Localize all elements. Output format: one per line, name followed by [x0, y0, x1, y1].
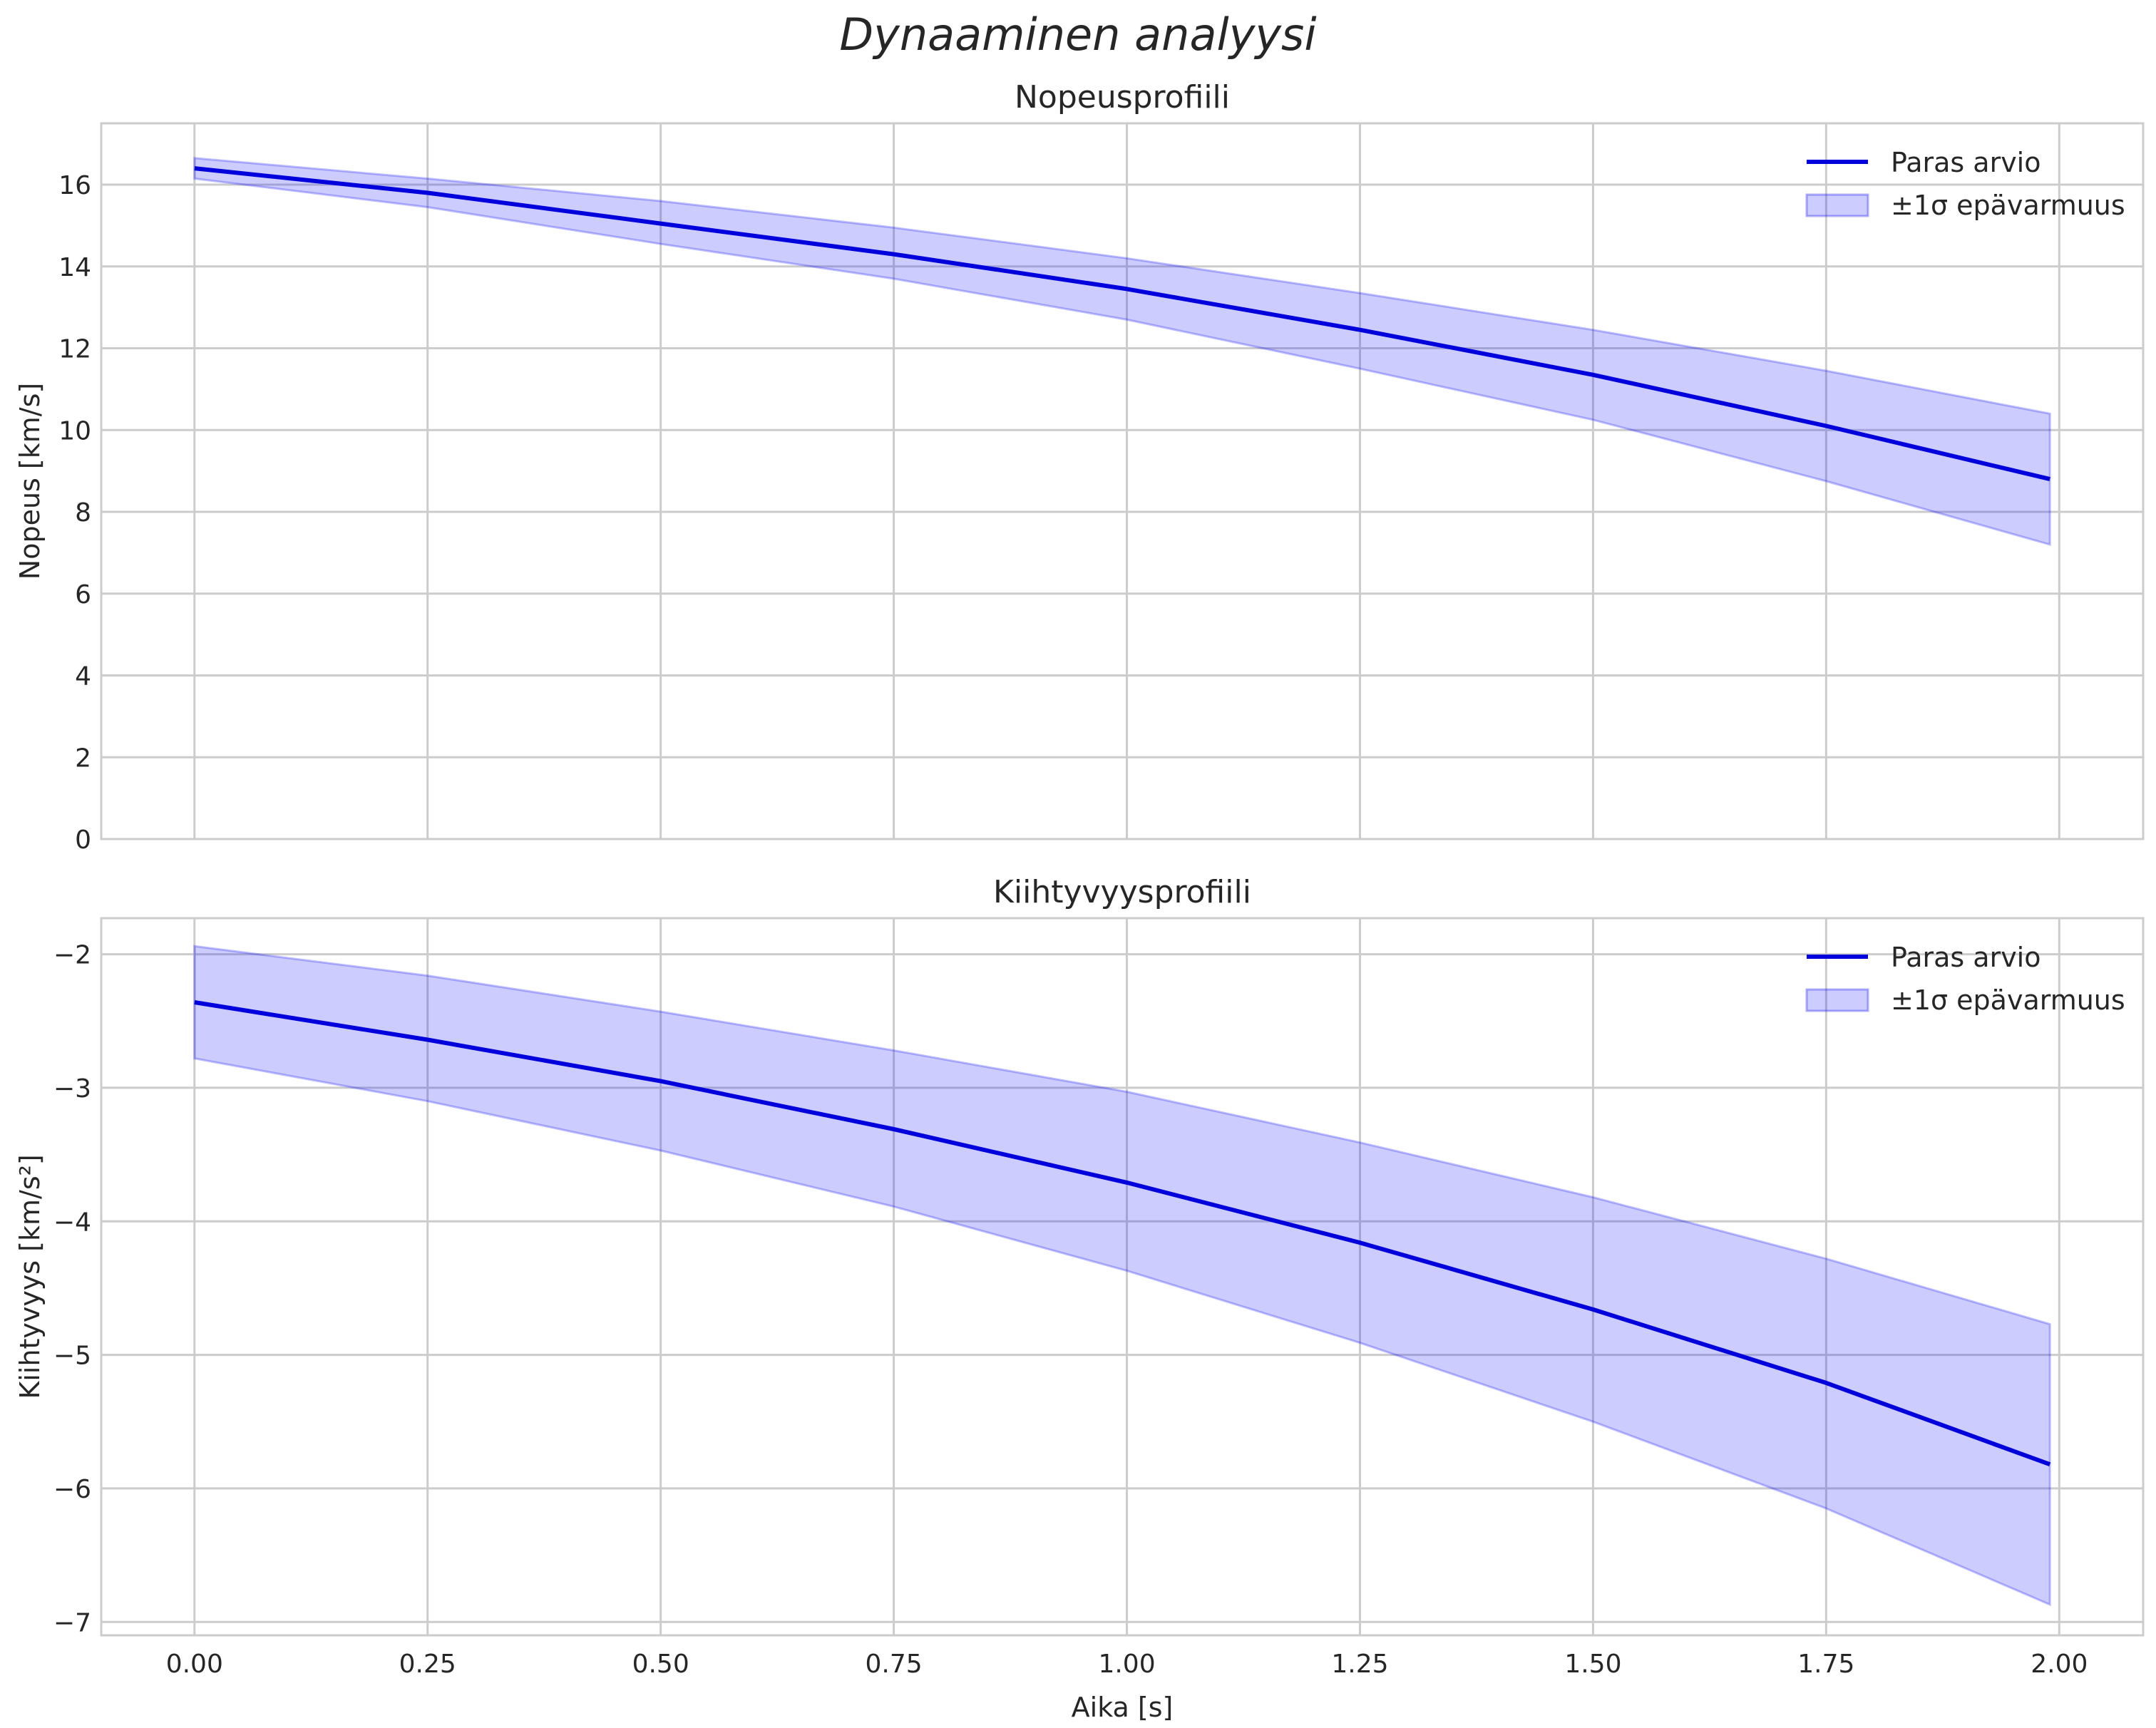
legend-label-uncertainty: ±1σ epävarmuus — [1891, 190, 2125, 221]
y-tick-label: −2 — [53, 941, 91, 970]
x-tick-label: 1.75 — [1797, 1650, 1854, 1679]
y-tick-label: −3 — [53, 1074, 91, 1104]
y-tick-label: 2 — [75, 744, 91, 773]
x-tick-label: 0.50 — [632, 1650, 689, 1679]
axes-frame — [100, 917, 2145, 1637]
y-tick-label: 12 — [58, 335, 91, 364]
y-tick-label: 4 — [75, 662, 91, 691]
y-tick-label: 6 — [75, 580, 91, 610]
legend-band-swatch — [1805, 193, 1869, 217]
panel-title: Kiihtyvyysprofiili — [993, 874, 1251, 910]
velocity-panel: 0 2 4 6 8 10 12 14 16 Nopeusprofiili Nopeus [km/s]… — [14, 79, 2145, 855]
uncertainty-band — [193, 945, 2051, 1607]
y-tick-label: 16 — [58, 171, 91, 200]
y-tick-label: −7 — [53, 1608, 91, 1637]
y-tick-label: 10 — [58, 416, 91, 446]
y-tick-label: 0 — [75, 826, 91, 855]
panel-title: Nopeusprofiili — [1015, 79, 1230, 115]
figure-title: Dynaaminen analyysi — [839, 9, 1317, 61]
y-tick-label: −4 — [53, 1208, 91, 1237]
axes-frame — [100, 122, 2145, 840]
legend-label-uncertainty: ±1σ epävarmuus — [1891, 984, 2125, 1016]
x-tick-label: 0.00 — [166, 1650, 223, 1679]
acceleration-panel: −2 −3 −4 −5 −6 −7 0.00 0.25 0.50 0.75 1.00 1.25 1.50… — [14, 874, 2145, 1723]
x-tick-label: 0.25 — [399, 1650, 456, 1679]
y-tick-label: 8 — [75, 498, 91, 528]
uncertainty-band — [193, 157, 2051, 546]
x-tick-label: 1.50 — [1564, 1650, 1621, 1679]
best-estimate-line — [194, 1000, 2051, 1467]
y-axis-label: Kiihtyvyys [km/s²] — [14, 1154, 46, 1399]
x-tick-label: 2.00 — [2031, 1650, 2088, 1679]
y-tick-label: −5 — [53, 1342, 91, 1371]
legend-band-swatch — [1805, 988, 1869, 1012]
x-axis-label: Aika [s] — [1072, 1692, 1174, 1723]
x-tick-label: 1.00 — [1098, 1650, 1155, 1679]
x-tick-label: 0.75 — [866, 1650, 923, 1679]
best-estimate-line — [194, 166, 2050, 482]
x-tick-label: 1.25 — [1331, 1650, 1388, 1679]
y-tick-label: −6 — [53, 1475, 91, 1504]
legend-label-estimate: Paras arvio — [1891, 942, 2040, 973]
legend-label-estimate: Paras arvio — [1891, 147, 2040, 178]
y-tick-label: 14 — [58, 253, 91, 282]
y-axis-label: Nopeus [km/s] — [14, 383, 46, 580]
